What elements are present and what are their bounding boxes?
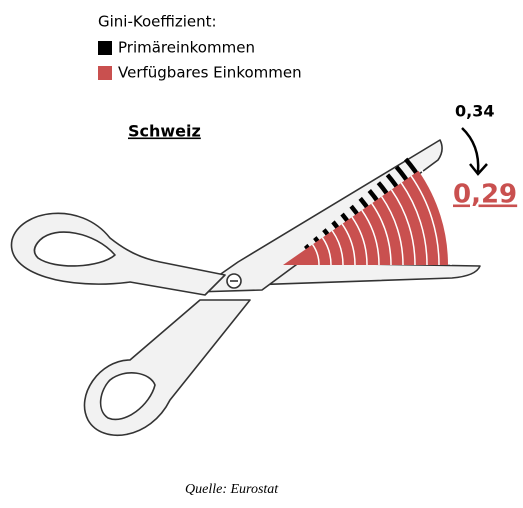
value-label: 0,29 — [453, 180, 517, 210]
legend-label: Primäreinkommen — [118, 39, 255, 57]
chart: Gini-Koeffizient: Primäreinkommen Verfüg… — [0, 0, 523, 504]
legend-label: Verfügbares Einkommen — [118, 64, 302, 82]
fan — [283, 159, 451, 265]
legend-swatch — [98, 66, 112, 80]
legend-title: Gini-Koeffizient: — [98, 13, 217, 31]
source: Quelle: Eurostat — [185, 482, 279, 497]
legend-swatch — [98, 41, 112, 55]
category-label: Schweiz — [128, 122, 201, 141]
arrow — [462, 128, 487, 174]
value-label: 0,34 — [455, 102, 494, 121]
